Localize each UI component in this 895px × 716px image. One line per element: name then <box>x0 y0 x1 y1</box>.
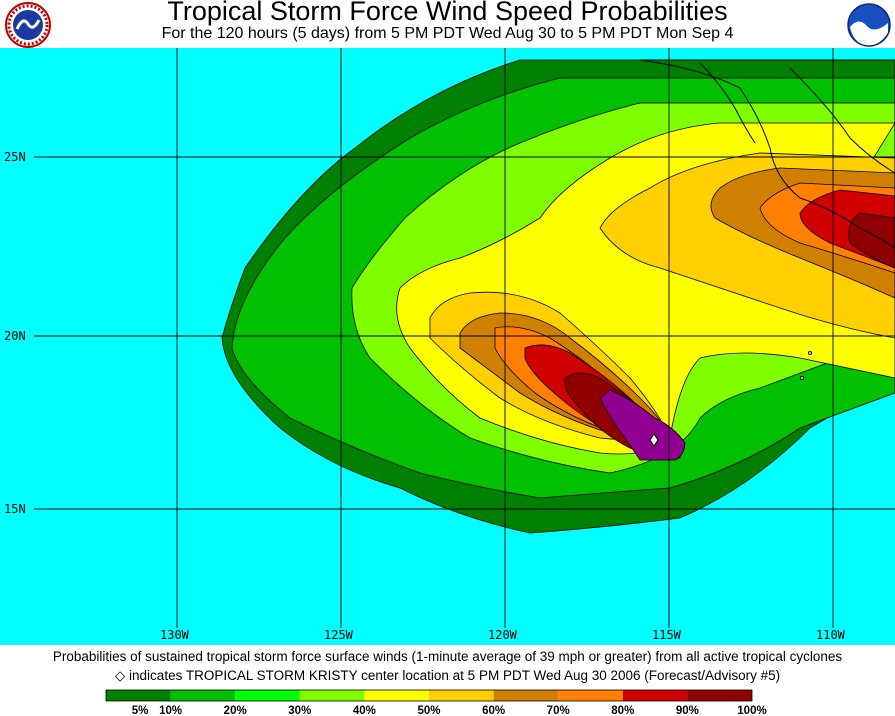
legend-swatch <box>235 690 300 701</box>
legend-label: 70% <box>547 705 570 716</box>
legend-label: 10% <box>159 705 182 716</box>
latitude-labels: 25N 20N 15N <box>4 150 26 516</box>
legend-swatch <box>493 690 559 701</box>
probability-contours <box>221 59 895 534</box>
legend-swatch <box>106 690 171 701</box>
probability-map: 25N 20N 15N 130W 125W 120W 115W 110W <box>0 48 895 645</box>
lat-label-20n: 20N <box>4 329 26 343</box>
legend-label: 20% <box>224 705 247 716</box>
longitude-labels: 130W 125W 120W 115W 110W <box>160 628 846 642</box>
header: Tropical Storm Force Wind Speed Probabil… <box>0 0 895 48</box>
lon-label-110w: 110W <box>816 628 846 642</box>
contour-80 <box>564 212 895 459</box>
legend-swatch <box>170 690 236 701</box>
noaa-logo-icon <box>847 3 891 47</box>
legend-swatch <box>429 690 494 701</box>
lon-label-130w: 130W <box>160 628 190 642</box>
legend-swatch <box>299 690 365 701</box>
diamond-symbol: ◇ <box>114 668 126 683</box>
legend-label: 5% <box>132 705 149 716</box>
nws-seal-icon <box>5 2 51 48</box>
graticule <box>34 48 895 628</box>
marker-description: indicates TROPICAL STORM KRISTY center l… <box>129 668 781 683</box>
legend-swatch <box>558 690 623 701</box>
marker-legend: ◇ indicates TROPICAL STORM KRISTY center… <box>0 668 895 684</box>
lon-label-120w: 120W <box>488 628 518 642</box>
legend-swatch <box>687 690 752 701</box>
legend-label: 30% <box>288 705 311 716</box>
coastline <box>639 59 895 380</box>
legend-swatch <box>622 690 688 701</box>
diamond-marker-icon <box>649 433 659 447</box>
legend-label: 80% <box>611 705 634 716</box>
legend-label: 40% <box>353 705 376 716</box>
lat-label-25n: 25N <box>4 150 26 164</box>
legend-swatches <box>105 689 753 702</box>
lon-label-125w: 125W <box>324 628 354 642</box>
legend-label: 60% <box>482 705 505 716</box>
legend-swatch <box>364 690 429 701</box>
lat-label-15n: 15N <box>4 502 26 516</box>
legend-labels: 5% 10% 20% 30% 40% 50% 60% 70% 80% 90% 100% <box>132 705 767 716</box>
legend-frame <box>105 689 753 702</box>
page-subtitle: For the 120 hours (5 days) from 5 PM PDT… <box>161 25 734 42</box>
legend-label: 100% <box>737 705 766 716</box>
contour-90 <box>599 389 686 461</box>
legend-label: 50% <box>417 705 440 716</box>
page-title: Tropical Storm Force Wind Speed Probabil… <box>167 0 728 26</box>
footer: Probabilities of sustained tropical stor… <box>0 645 895 716</box>
legend-label: 90% <box>676 705 699 716</box>
map-caption: Probabilities of sustained tropical stor… <box>52 649 843 664</box>
lon-label-115w: 115W <box>652 628 682 642</box>
probability-legend: 5% 10% 20% 30% 40% 50% 60% 70% 80% 90% 100% <box>105 689 767 716</box>
